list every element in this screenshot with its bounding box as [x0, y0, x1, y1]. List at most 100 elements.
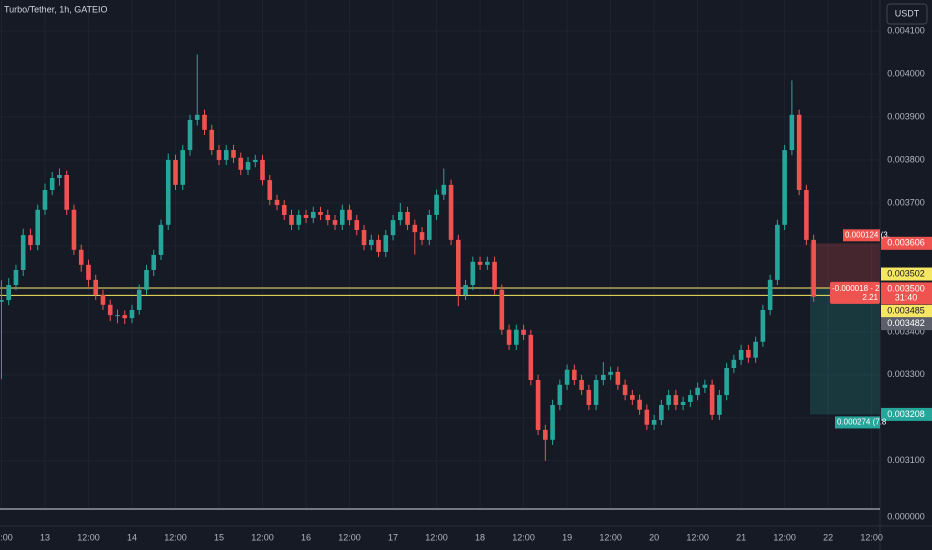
candle-body [13, 269, 19, 286]
candle-body [412, 224, 418, 233]
candle-body [42, 190, 48, 210]
y-tick-label: 0.003300 [887, 369, 925, 379]
candle-body [245, 162, 251, 170]
candle-body [347, 209, 352, 221]
candle-body [557, 384, 563, 405]
x-tick-label: 12:00 [164, 532, 187, 542]
candle-body [209, 129, 215, 151]
x-tick-label: 13 [40, 532, 50, 542]
plot-area [0, 54, 880, 461]
candle-body [303, 214, 309, 218]
bottom-pane-label: 0.000000 [887, 511, 925, 521]
candle-body [158, 224, 164, 255]
symbol-title: Turbo/Tether, 1h, GATEIO [4, 4, 108, 14]
candle-body [64, 174, 70, 210]
countdown: 31:40 [895, 292, 918, 302]
entry-price-label: 0.003500 [887, 283, 925, 293]
candle-body [252, 159, 258, 163]
stop-zone [810, 243, 880, 289]
pnl-box [830, 281, 880, 304]
candle-body [753, 341, 758, 358]
candle-body [775, 224, 780, 280]
target-zone [810, 288, 880, 415]
candle-body [796, 114, 802, 191]
candle-body [325, 214, 331, 221]
candle-body [550, 404, 555, 440]
candle-body [151, 254, 157, 270]
candle-body [144, 269, 149, 290]
candle-body [564, 369, 570, 385]
candle-body [709, 384, 715, 415]
candle-body [368, 239, 374, 246]
candle-body [731, 359, 737, 368]
candle-body [651, 420, 657, 425]
x-tick-label: 12:00 [512, 532, 535, 542]
price-line-label: 0.003502 [887, 268, 925, 278]
candle-body [332, 220, 338, 225]
candle-body [165, 159, 171, 225]
candle-body [499, 289, 505, 330]
candle-body [572, 369, 577, 381]
candle-body [267, 180, 273, 200]
candle-body [238, 157, 244, 170]
entry-price-box [881, 282, 932, 305]
candle-body [434, 194, 439, 215]
candle-body [28, 235, 33, 246]
target-note: 0.000274 (7.8 [837, 418, 887, 427]
candle-body [789, 114, 795, 151]
x-tick-label: 20 [649, 532, 659, 542]
candle-body [180, 150, 186, 185]
x-tick-label: 12:00 [338, 532, 361, 542]
x-tick-label: 12:00 [599, 532, 622, 542]
candle-body [695, 387, 700, 396]
x-tick-label: 12:00 [425, 532, 448, 542]
candle-body [811, 239, 816, 297]
candle-body [514, 329, 519, 345]
grid [0, 0, 880, 509]
candle-body [746, 349, 751, 358]
candle-body [187, 119, 193, 151]
candle-body [579, 380, 584, 390]
x-tick-label: 18 [475, 532, 485, 542]
candle-body [115, 315, 120, 317]
candle-body [419, 232, 425, 240]
pnl-note: -0.000018 - 2 [832, 284, 880, 293]
candle-body [738, 349, 744, 360]
candle-body [318, 211, 323, 215]
candle-body [593, 380, 599, 405]
candle-body [535, 380, 541, 430]
y-tick-label: 0.004100 [887, 25, 925, 35]
candle-body [383, 235, 389, 252]
candle-body [543, 429, 548, 440]
x-tick-label: 16 [301, 532, 311, 542]
candle-body [122, 315, 128, 319]
y-tick-label: 0.003100 [887, 455, 925, 465]
candle-body [173, 159, 178, 185]
candle-body [216, 150, 222, 160]
target-note-box [835, 416, 880, 429]
candle-body [760, 309, 766, 342]
x-tick-label: 21 [736, 532, 746, 542]
candle-body [586, 389, 592, 405]
x-tick-label: 15 [214, 532, 224, 542]
candle-body [673, 395, 679, 405]
candle-body [361, 229, 367, 246]
candle-body [680, 401, 686, 405]
currency-label[interactable]: USDT [895, 8, 920, 18]
x-tick-label: 17 [388, 532, 398, 542]
candle-body [57, 174, 62, 178]
currency-button[interactable] [886, 3, 928, 25]
candle-body [289, 214, 294, 225]
candle-body [397, 211, 403, 221]
candle-body [506, 329, 512, 345]
candle-body [767, 279, 773, 310]
x-tick-label: 12:00 [773, 532, 796, 542]
candle-body [615, 371, 621, 385]
candle-body [376, 239, 381, 252]
candle-body [622, 384, 628, 396]
ratio-note: 2.21 [862, 293, 878, 302]
candle-body [630, 395, 635, 400]
candle-body [129, 309, 135, 319]
x-tick-label: 12:00 [77, 532, 100, 542]
